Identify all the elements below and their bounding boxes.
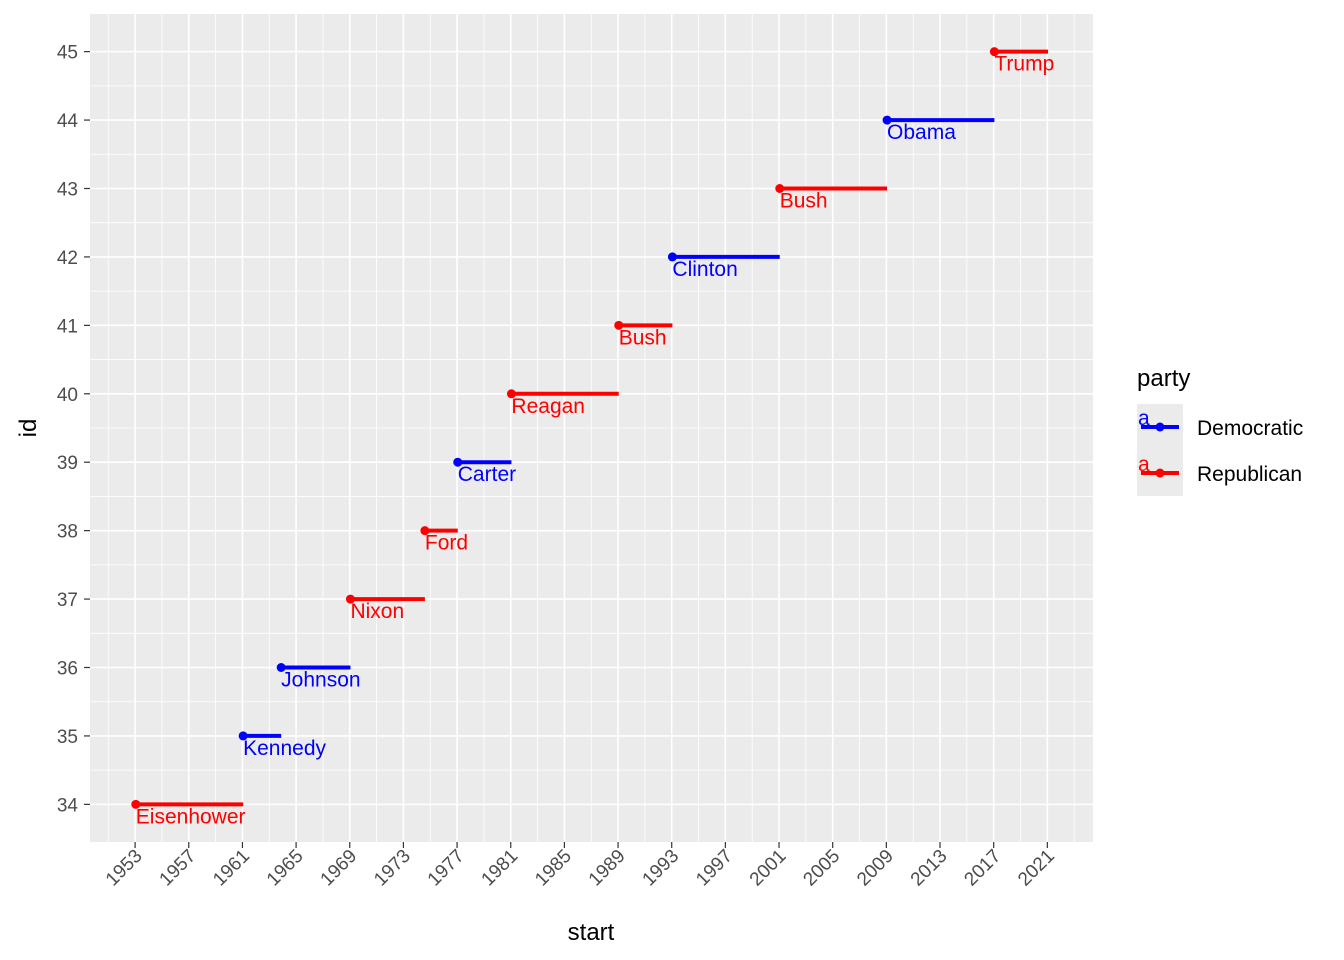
term-start-point — [882, 115, 892, 125]
legend-key-point — [1155, 422, 1165, 432]
legend-key-text: a — [1138, 453, 1150, 476]
x-tick-label: 1965 — [263, 846, 308, 891]
term-start-point — [276, 663, 286, 673]
minor-gridlines — [90, 14, 1093, 842]
y-tick-label: 37 — [57, 590, 78, 611]
president-label: Clinton — [672, 258, 737, 281]
y-tick-label: 34 — [57, 795, 79, 816]
president-label: Bush — [780, 189, 828, 212]
x-tick-label: 1961 — [209, 846, 254, 891]
x-tick-label: 2021 — [1014, 846, 1059, 891]
y-tick-label: 45 — [57, 43, 78, 64]
president-label: Kennedy — [243, 737, 326, 760]
x-tick-label: 1957 — [156, 846, 201, 891]
x-tick-label: 1985 — [531, 846, 576, 891]
x-tick-label: 1953 — [102, 846, 147, 891]
legend-label: Democratic — [1197, 417, 1303, 440]
president-label: Obama — [887, 121, 956, 144]
x-tick-label: 2005 — [799, 846, 844, 891]
term-start-point — [131, 799, 141, 809]
term-start-point — [989, 47, 999, 57]
term-start-point — [614, 320, 624, 330]
x-tick-label: 2017 — [960, 846, 1005, 891]
president-label: Nixon — [350, 600, 404, 623]
major-gridlines — [90, 14, 1093, 842]
legend-label: Republican — [1197, 463, 1302, 486]
y-tick-label: 43 — [57, 179, 78, 200]
term-start-point — [775, 183, 785, 193]
x-tick-label: 2009 — [853, 846, 898, 891]
y-tick-label: 44 — [57, 111, 79, 132]
x-tick-label: 1977 — [424, 846, 469, 891]
term-start-point — [453, 457, 463, 467]
term-start-point — [420, 526, 430, 536]
x-tick-label: 1973 — [370, 846, 415, 891]
term-start-point — [506, 389, 516, 399]
president-label: Reagan — [511, 395, 585, 418]
points-layer — [131, 47, 999, 809]
y-tick-label: 40 — [57, 385, 78, 406]
legend: party a Democratic a Republican — [1137, 365, 1303, 496]
segment-labels-layer: Eisenhower Kennedy Johnson Nixon Ford Carter R… — [136, 53, 1054, 829]
x-tick-label: 1989 — [585, 846, 630, 891]
segments-layer — [135, 49, 1049, 807]
y-tick-label: 39 — [57, 453, 78, 474]
y-axis: 34 35 36 37 38 39 40 41 42 43 44 45 — [57, 43, 90, 816]
legend-key-point — [1155, 468, 1165, 478]
x-tick-label: 2013 — [907, 846, 952, 891]
president-label: Johnson — [281, 669, 360, 692]
x-axis-title: start — [568, 919, 615, 946]
y-tick-label: 38 — [57, 522, 78, 543]
legend-title: party — [1137, 365, 1190, 392]
x-tick-label: 1969 — [317, 846, 362, 891]
president-label: Eisenhower — [136, 805, 246, 828]
y-tick-label: 35 — [57, 727, 78, 748]
president-label: Bush — [619, 326, 667, 349]
term-start-point — [345, 594, 355, 604]
x-tick-label: 1997 — [692, 846, 737, 891]
x-tick-label: 1981 — [478, 846, 523, 891]
y-tick-label: 42 — [57, 248, 78, 269]
x-tick-label: 2001 — [746, 846, 791, 891]
x-axis: 1953 1957 1961 1965 1969 1973 1977 1981 1985 1989… — [102, 842, 1059, 890]
president-label: Trump — [994, 53, 1054, 76]
president-label: Ford — [425, 532, 468, 555]
term-start-point — [238, 731, 248, 741]
legend-key-text: a — [1138, 407, 1150, 430]
y-axis-title: id — [15, 419, 42, 438]
y-tick-label: 41 — [57, 316, 78, 337]
term-start-point — [667, 252, 677, 262]
president-label: Carter — [458, 463, 516, 486]
y-tick-label: 36 — [57, 659, 78, 680]
x-tick-label: 1993 — [639, 846, 684, 891]
